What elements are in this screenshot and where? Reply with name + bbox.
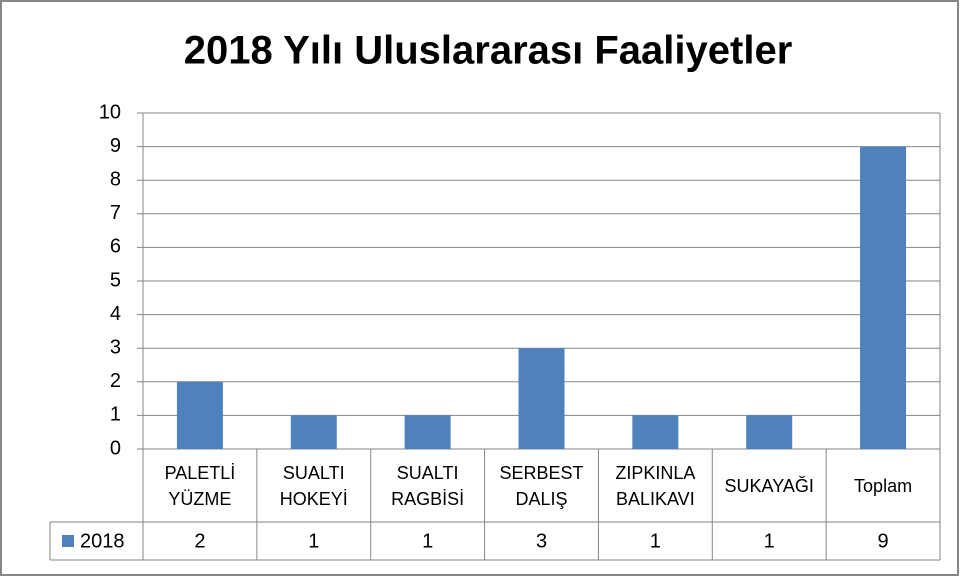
y-tick-label: 10 [99, 101, 121, 123]
table-value: 9 [878, 530, 889, 552]
table-value: 1 [422, 530, 433, 552]
bar [632, 415, 679, 449]
legend-label: 2018 [80, 530, 125, 552]
bar [518, 348, 565, 449]
table-value: 1 [308, 530, 319, 552]
x-tick-label: SUALTI HOKEYİ [279, 462, 348, 509]
bar [746, 415, 793, 449]
bar [290, 415, 337, 449]
y-tick-label: 3 [110, 336, 121, 358]
legend-swatch [62, 535, 74, 547]
y-tick-label: 8 [110, 168, 121, 190]
y-tick-label: 0 [110, 437, 121, 459]
y-tick-label: 1 [110, 404, 121, 426]
table-value: 1 [650, 530, 661, 552]
table-value: 2 [194, 530, 205, 552]
y-tick-label: 6 [110, 236, 121, 258]
x-tick-label: SUALTI RAGBİSİ [391, 462, 465, 509]
chart-title: 2018 Yılı Uluslararası Faaliyetler [184, 29, 793, 73]
table-value: 3 [536, 530, 547, 552]
x-tick-label: SUKAYAĞI [724, 475, 814, 496]
bar [176, 381, 223, 449]
x-tick-label: PALETLİ YÜZME [164, 462, 236, 509]
x-tick-label: Toplam [854, 475, 913, 496]
y-tick-label: 4 [110, 303, 121, 325]
y-tick-label: 7 [110, 202, 121, 224]
y-tick-label: 2 [110, 370, 121, 392]
y-tick-label: 5 [110, 269, 121, 291]
y-tick-label: 9 [110, 135, 121, 157]
bar [404, 415, 451, 449]
bar [860, 146, 907, 449]
x-tick-label: SERBEST DALIŞ [499, 462, 584, 509]
table-value: 1 [764, 530, 775, 552]
x-tick-label: ZIPKINLA BALIKAVI [615, 462, 696, 509]
